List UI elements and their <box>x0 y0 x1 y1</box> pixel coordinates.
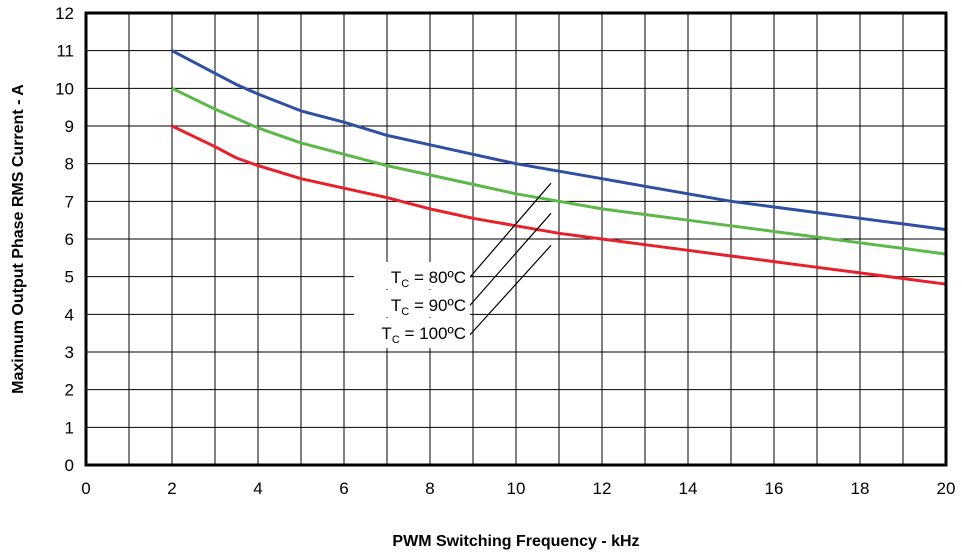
y-tick-label: 3 <box>65 343 74 362</box>
series-line <box>171 49 947 232</box>
y-tick-label: 7 <box>65 192 74 211</box>
x-tick-label: 8 <box>425 479 434 498</box>
y-tick-label: 5 <box>65 268 74 287</box>
x-tick-label: 20 <box>937 479 956 498</box>
y-tick-label: 8 <box>65 155 74 174</box>
plot-frame <box>84 11 948 467</box>
y-tick-label: 12 <box>55 4 74 23</box>
x-axis-title: PWM Switching Frequency - kHz <box>392 533 639 550</box>
x-tick-label: 16 <box>765 479 784 498</box>
x-tick-labels: 0 2 4 6 8 10 12 14 16 18 20 <box>81 479 955 498</box>
y-tick-label: 11 <box>56 42 74 61</box>
annotations: TC = 80ºC TC = 90ºC TC = 100ºC <box>354 182 552 348</box>
series-label-background <box>354 290 470 317</box>
x-tick-label: 12 <box>593 479 612 498</box>
series-label: TC = 90ºC <box>391 296 466 318</box>
series-leader-line <box>467 182 552 280</box>
x-tick-label: 10 <box>507 479 526 498</box>
y-tick-label: 0 <box>65 456 74 475</box>
grid <box>86 13 946 465</box>
series-labels: TC = 80ºC TC = 90ºC TC = 100ºC <box>354 262 470 348</box>
y-axis-title: Maximum Output Phase RMS Current - A <box>10 84 27 394</box>
x-tick-label: 2 <box>167 479 176 498</box>
x-tick-label: 6 <box>339 479 348 498</box>
x-tick-label: 14 <box>679 479 698 498</box>
x-tick-label: 0 <box>81 479 90 498</box>
series-leader-line <box>467 212 552 308</box>
y-tick-label: 1 <box>65 418 74 437</box>
y-tick-label: 6 <box>65 230 74 249</box>
series-leader-line <box>467 244 552 338</box>
series-label: TC = 80ºC <box>391 268 466 290</box>
x-tick-label: 18 <box>851 479 870 498</box>
leader-lines <box>467 182 552 338</box>
series-line <box>171 86 947 256</box>
series-label-background <box>354 318 470 348</box>
series-label-background <box>354 262 470 289</box>
y-tick-label: 9 <box>65 117 74 136</box>
y-tick-label: 4 <box>65 305 74 324</box>
y-tick-label: 10 <box>55 79 74 98</box>
series-label: TC = 100ºC <box>381 324 466 346</box>
y-tick-label: 2 <box>65 381 74 400</box>
x-tick-label: 4 <box>253 479 262 498</box>
